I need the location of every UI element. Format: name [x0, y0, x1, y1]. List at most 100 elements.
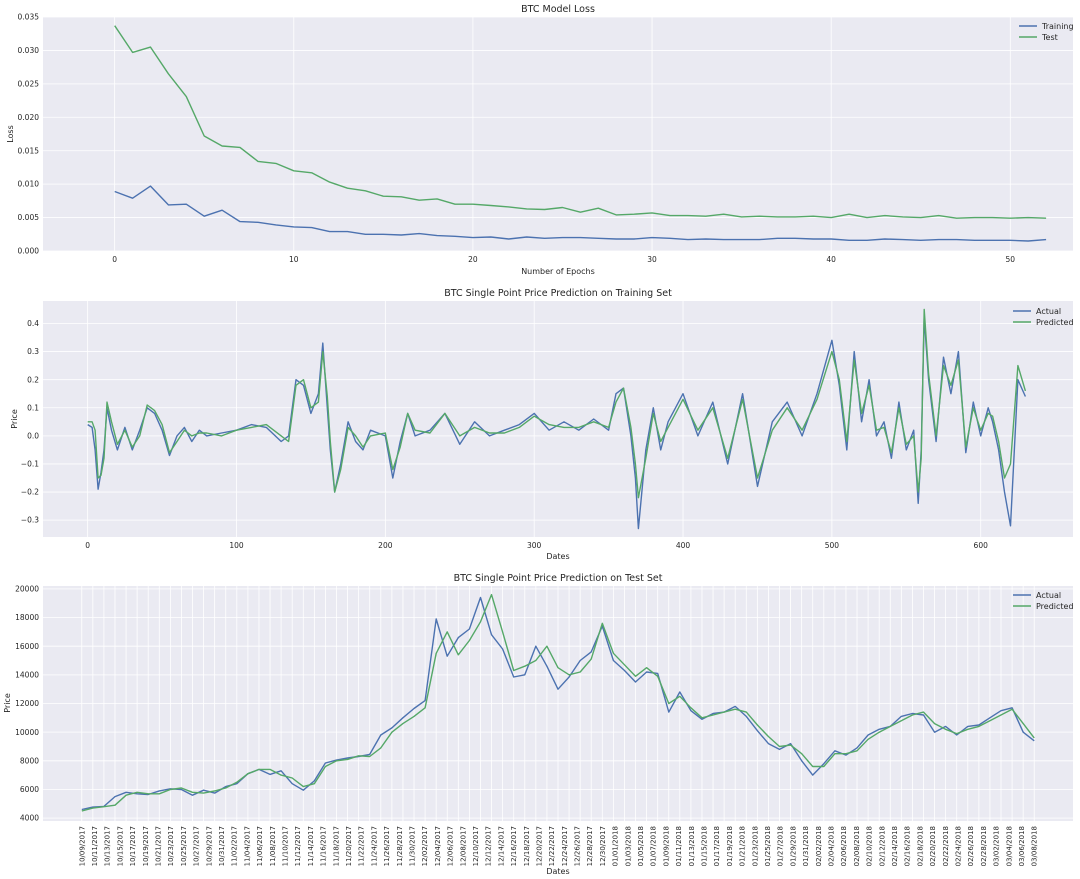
y-tick-label: 0.005 [18, 213, 40, 222]
x-tick-label: 11/18/2017 [332, 826, 340, 866]
x-tick-label: 11/16/2017 [320, 826, 328, 866]
x-tick-label: 10/11/2017 [91, 826, 99, 866]
y-tick-label: −0.3 [21, 516, 39, 525]
y-tick-label: 0.0 [27, 431, 39, 440]
x-tick-label: 11/02/2017 [231, 826, 239, 866]
x-tick-label: 02/08/2018 [853, 826, 861, 866]
x-tick-label: 200 [378, 541, 393, 550]
y-tick-label: 0.3 [27, 347, 39, 356]
y-tick-label: 20000 [15, 584, 39, 593]
x-tick-label: 02/22/2018 [942, 826, 950, 866]
x-tick-label: 10/23/2017 [167, 826, 175, 866]
series-line-predicted [81, 593, 1035, 812]
x-tick-label: 10/13/2017 [104, 826, 112, 866]
x-tick-label: 01/17/2018 [713, 826, 721, 866]
series-line-actual [81, 596, 1035, 811]
x-tick-label: 10/19/2017 [142, 826, 150, 866]
x-tick-label: 12/12/2017 [485, 826, 493, 866]
x-tick-label: 10/09/2017 [78, 826, 86, 866]
x-tick-label: 12/14/2017 [497, 826, 505, 866]
x-tick-label: 02/02/2018 [815, 826, 823, 866]
x-tick-label: 11/04/2017 [243, 826, 251, 866]
y-tick-label: 0.035 [18, 13, 40, 22]
x-tick-label: 11/08/2017 [269, 826, 277, 866]
series-line-training [114, 185, 1047, 242]
legend-label-actual: Actual [1036, 591, 1061, 600]
training-set-chart: BTC Single Point Price Prediction on Tra… [10, 288, 1074, 561]
y-tick-label: 0.4 [27, 319, 39, 328]
x-tick-label: 100 [229, 541, 244, 550]
x-tick-label: 12/22/2017 [548, 826, 556, 866]
x-tick-label: 02/16/2018 [904, 826, 912, 866]
y-tick-label: −0.2 [21, 488, 39, 497]
x-tick-label: 03/04/2018 [1005, 826, 1013, 866]
y-tick-label: 0.015 [18, 146, 40, 155]
x-tick-label: 12/30/2017 [599, 826, 607, 866]
training-set-chart-y-label: Price [10, 409, 19, 429]
x-tick-label: 11/30/2017 [408, 826, 416, 866]
x-tick-label: 12/08/2017 [459, 826, 467, 866]
x-tick-label: 02/26/2018 [967, 826, 975, 866]
x-tick-label: 12/02/2017 [421, 826, 429, 866]
x-tick-label: 0 [112, 255, 117, 264]
x-tick-label: 03/06/2018 [1018, 826, 1026, 866]
x-tick-label: 02/28/2018 [980, 826, 988, 866]
x-tick-label: 10/21/2017 [154, 826, 162, 866]
legend-label-predicted: Predicted [1036, 318, 1074, 327]
x-tick-label: 0 [85, 541, 90, 550]
x-tick-label: 11/24/2017 [370, 826, 378, 866]
x-tick-label: 12/06/2017 [447, 826, 455, 866]
training-set-chart-title: BTC Single Point Price Prediction on Tra… [444, 288, 672, 299]
x-tick-label: 500 [825, 541, 840, 550]
x-tick-label: 11/06/2017 [256, 826, 264, 866]
test-set-chart-legend: Actual Predicted [1013, 591, 1074, 611]
x-tick-label: 50 [1006, 255, 1016, 264]
y-tick-label: 0.030 [18, 46, 40, 55]
x-tick-label: 10/29/2017 [205, 826, 213, 866]
x-tick-label: 01/31/2018 [802, 826, 810, 866]
legend-label-predicted: Predicted [1036, 602, 1074, 611]
x-tick-label: 40 [826, 255, 836, 264]
test-set-chart-y-label: Price [3, 693, 12, 713]
x-tick-label: 11/26/2017 [383, 826, 391, 866]
x-tick-label: 11/22/2017 [358, 826, 366, 866]
x-tick-label: 01/09/2018 [662, 826, 670, 866]
x-tick-label: 20 [468, 255, 478, 264]
x-tick-label: 01/21/2018 [739, 826, 747, 866]
x-tick-label: 11/28/2017 [396, 826, 404, 866]
legend-label-training: Training [1041, 22, 1074, 31]
y-tick-label: 0.1 [27, 403, 39, 412]
y-tick-label: 12000 [15, 699, 39, 708]
y-tick-label: 6000 [20, 785, 39, 794]
test-set-chart-x-label: Dates [546, 867, 569, 876]
x-tick-label: 10/17/2017 [129, 826, 137, 866]
x-tick-label: 01/05/2018 [637, 826, 645, 866]
x-tick-label: 400 [676, 541, 691, 550]
y-tick-label: 0.025 [18, 79, 40, 88]
x-tick-label: 01/27/2018 [777, 826, 785, 866]
x-tick-label: 30 [647, 255, 657, 264]
x-tick-label: 02/04/2018 [828, 826, 836, 866]
x-tick-label: 11/12/2017 [294, 826, 302, 866]
loss-chart: BTC Model Loss 0.000 0.005 0.010 0.015 0.020… [6, 4, 1074, 276]
x-tick-label: 01/11/2018 [675, 826, 683, 866]
x-tick-label: 01/13/2018 [688, 826, 696, 866]
x-tick-label: 12/04/2017 [434, 826, 442, 866]
x-tick-label: 02/12/2018 [878, 826, 886, 866]
y-tick-label: 0.010 [18, 180, 40, 189]
x-tick-label: 12/28/2017 [586, 826, 594, 866]
x-tick-label: 10/25/2017 [180, 826, 188, 866]
legend-label-actual: Actual [1036, 307, 1061, 316]
test-set-chart-title: BTC Single Point Price Prediction on Tes… [454, 573, 663, 584]
y-tick-label: 10000 [15, 728, 39, 737]
x-tick-label: 12/10/2017 [472, 826, 480, 866]
x-tick-label: 11/20/2017 [345, 826, 353, 866]
loss-chart-plot-area [43, 17, 1073, 251]
x-tick-label: 12/18/2017 [523, 826, 531, 866]
x-tick-label: 01/29/2018 [789, 826, 797, 866]
x-tick-label: 12/24/2017 [561, 826, 569, 866]
loss-chart-y-label: Loss [6, 125, 15, 143]
series-line-predicted [87, 308, 1027, 499]
x-tick-label: 11/14/2017 [307, 826, 315, 866]
